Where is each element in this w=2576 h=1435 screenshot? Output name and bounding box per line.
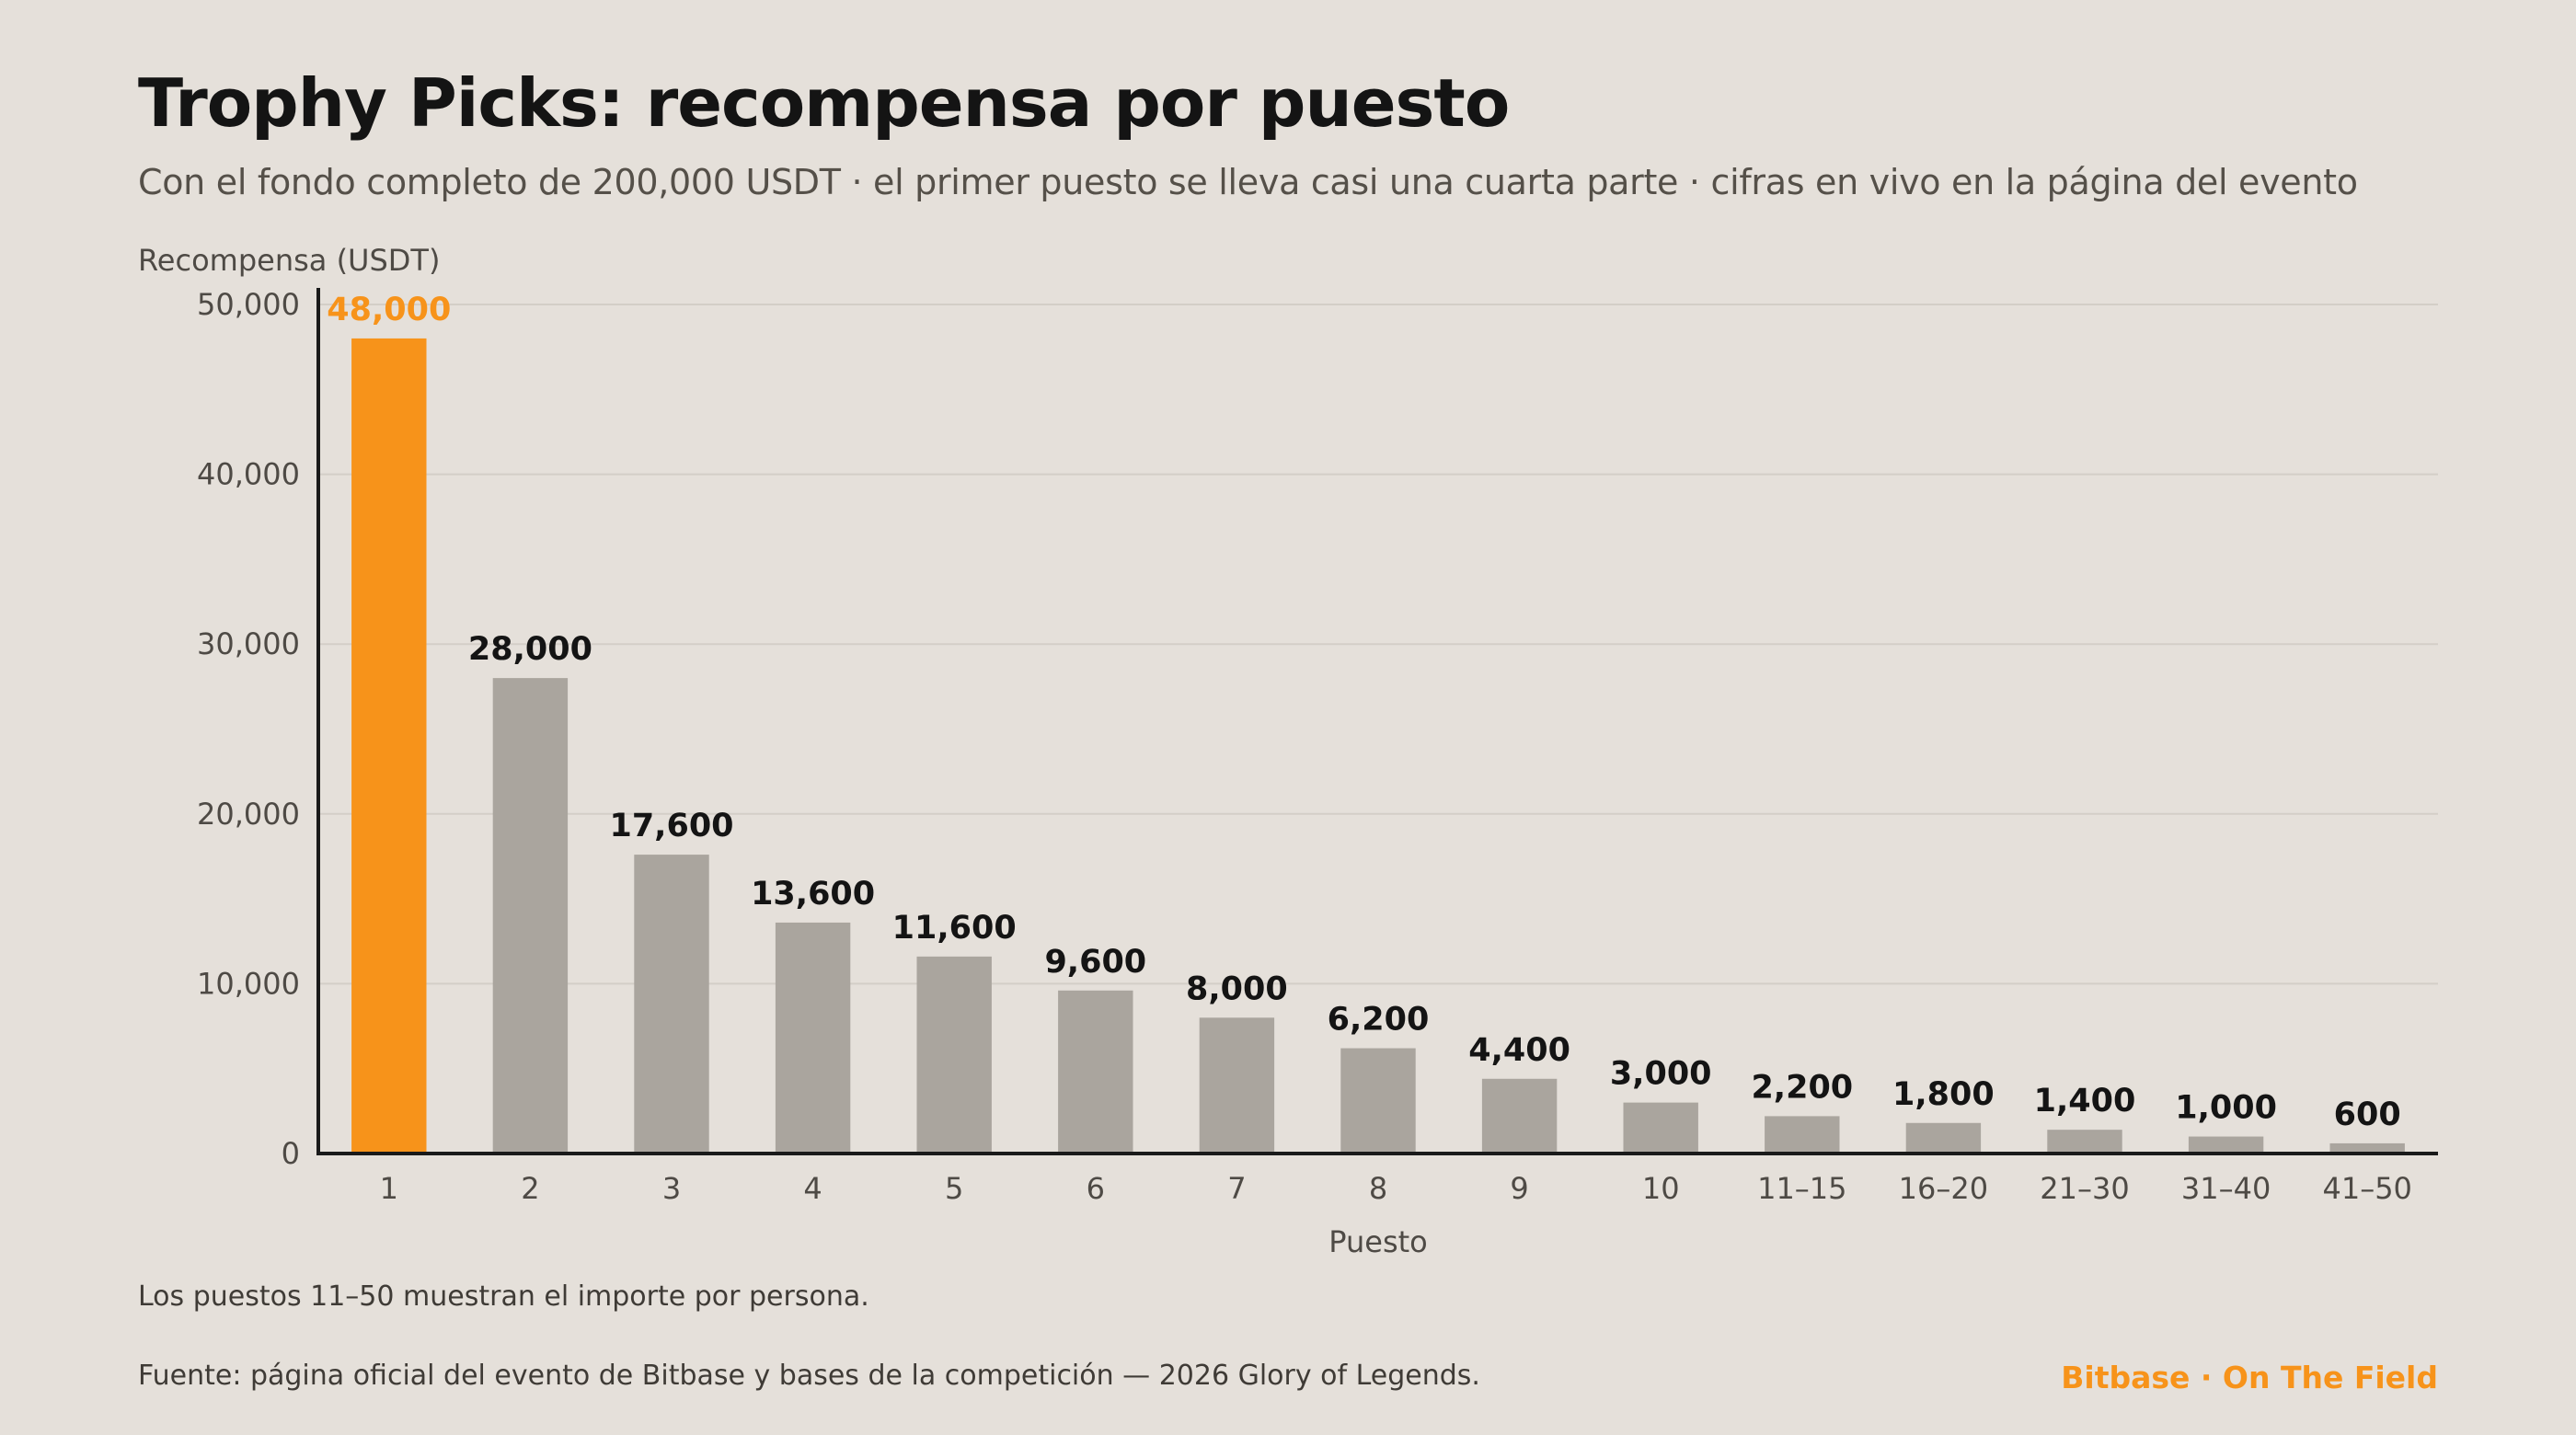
bar bbox=[1905, 1122, 1982, 1154]
y-tick-label: 30,000 bbox=[197, 626, 300, 661]
bar bbox=[775, 922, 851, 1154]
data-label: 2,200 bbox=[1751, 1069, 1853, 1106]
x-tick-label: 2 bbox=[521, 1171, 539, 1206]
data-label: 28,000 bbox=[468, 631, 592, 668]
data-label: 4,400 bbox=[1468, 1032, 1570, 1069]
chart-subtitle: Con el fondo completo de 200,000 USDT · … bbox=[138, 162, 2358, 202]
brand-label: Bitbase · On The Field bbox=[2061, 1360, 2438, 1395]
data-label: 1,800 bbox=[1892, 1076, 1995, 1113]
source-note: Fuente: página oficial del evento de Bit… bbox=[138, 1360, 1480, 1392]
data-label: 600 bbox=[2334, 1096, 2401, 1133]
bar bbox=[492, 678, 569, 1154]
x-tick-label: 41–50 bbox=[2322, 1171, 2411, 1206]
y-tick-label: 10,000 bbox=[197, 966, 300, 1001]
x-tick-label: 9 bbox=[1510, 1171, 1528, 1206]
x-tick-label: 1 bbox=[380, 1171, 398, 1206]
bar bbox=[1340, 1048, 1416, 1154]
bar bbox=[2047, 1130, 2122, 1154]
bar bbox=[2329, 1142, 2405, 1154]
x-tick-label: 4 bbox=[803, 1171, 822, 1206]
y-tick-label: 0 bbox=[282, 1136, 300, 1171]
x-tick-label: 11–15 bbox=[1757, 1171, 1846, 1206]
x-tick-label: 3 bbox=[662, 1171, 681, 1206]
x-tick-label: 10 bbox=[1642, 1171, 1680, 1206]
bar bbox=[916, 956, 992, 1154]
x-tick-label: 7 bbox=[1227, 1171, 1246, 1206]
x-tick-label: 6 bbox=[1087, 1171, 1105, 1206]
y-tick-label: 50,000 bbox=[197, 287, 300, 322]
data-label: 1,400 bbox=[2034, 1083, 2136, 1119]
bar bbox=[1058, 990, 1133, 1154]
data-label: 48,000 bbox=[327, 292, 451, 328]
bar bbox=[1623, 1102, 1698, 1154]
bar bbox=[1765, 1116, 1840, 1154]
data-label: 13,600 bbox=[751, 876, 875, 913]
x-tick-label: 8 bbox=[1369, 1171, 1387, 1206]
data-label: 17,600 bbox=[609, 808, 733, 844]
y-axis-title: Recompensa (USDT) bbox=[138, 243, 440, 278]
data-label: 8,000 bbox=[1186, 970, 1288, 1007]
x-tick-label: 21–30 bbox=[2040, 1171, 2129, 1206]
x-tick-label: 31–40 bbox=[2181, 1171, 2271, 1206]
x-tick-label: 16–20 bbox=[1899, 1171, 1988, 1206]
chart-title: Trophy Picks: recompensa por puesto bbox=[138, 64, 1510, 142]
data-label: 11,600 bbox=[892, 910, 1017, 947]
labels: 0 10,000 20,000 30,000 40,000 50,000 Recompens… bbox=[138, 243, 2412, 1259]
bar bbox=[1199, 1017, 1275, 1154]
data-label: 9,600 bbox=[1044, 944, 1146, 981]
x-axis-title: Puesto bbox=[1328, 1224, 1428, 1259]
x-tick-label: 5 bbox=[945, 1171, 963, 1206]
bar bbox=[351, 338, 427, 1154]
bar bbox=[1481, 1078, 1558, 1154]
y-tick-label: 40,000 bbox=[197, 457, 300, 492]
y-tick-label: 20,000 bbox=[197, 797, 300, 832]
bar bbox=[2188, 1136, 2264, 1154]
data-label: 6,200 bbox=[1328, 1002, 1430, 1039]
data-label: 1,000 bbox=[2175, 1090, 2277, 1127]
axes bbox=[316, 288, 2438, 1155]
bars bbox=[351, 338, 2405, 1154]
data-label: 3,000 bbox=[1610, 1056, 1712, 1093]
footnote: Los puestos 11–50 muestran el importe po… bbox=[138, 1280, 869, 1313]
bar bbox=[634, 855, 709, 1154]
